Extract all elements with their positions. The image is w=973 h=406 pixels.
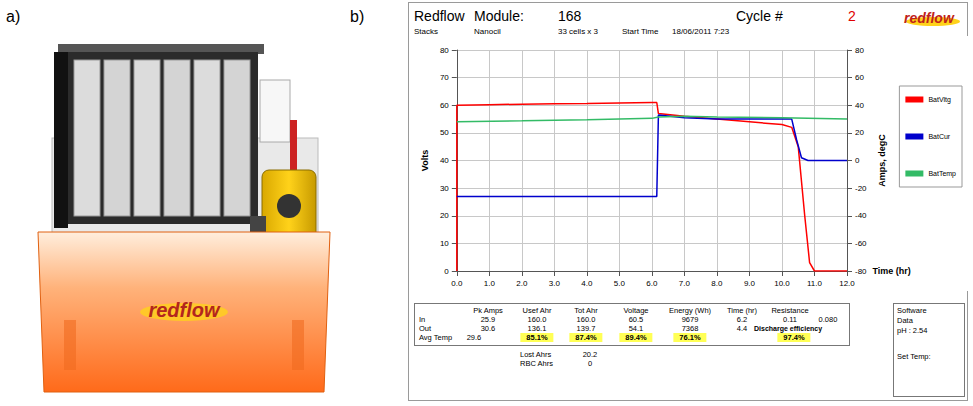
svg-text:6.0: 6.0: [646, 279, 658, 288]
html-text:89.4%: 89.4%: [625, 333, 647, 342]
html-text:Cycle #: Cycle #: [736, 8, 783, 24]
svg-text:40: 40: [440, 156, 449, 165]
svg-text:30: 30: [440, 184, 449, 193]
svg-text:80: 80: [440, 46, 449, 55]
html-text:33 cells x 3: 33 cells x 3: [558, 27, 598, 36]
html-text:60.5: 60.5: [628, 315, 644, 324]
svg-text:4.0: 4.0: [581, 279, 593, 288]
html-text:Module:: Module:: [474, 8, 524, 24]
html-text:0.080: 0.080: [818, 315, 838, 324]
html-text:4.4: 4.4: [736, 324, 748, 333]
svg-text:12.0: 12.0: [839, 279, 855, 288]
svg-text:7.0: 7.0: [679, 279, 691, 288]
html-text:139.7: 139.7: [576, 324, 596, 333]
html-text:29.6: 29.6: [466, 333, 482, 342]
svg-text:40: 40: [855, 101, 864, 110]
svg-text:8.0: 8.0: [711, 279, 723, 288]
html-text:76.1%: 76.1%: [679, 333, 701, 342]
html-text:168: 168: [558, 8, 582, 24]
html-text:Pk Amps: Pk Amps: [473, 306, 503, 315]
svg-text:70: 70: [440, 73, 449, 82]
svg-text:20: 20: [440, 211, 449, 220]
svg-text:-20: -20: [855, 184, 867, 193]
svg-text:60: 60: [855, 73, 864, 82]
svg-text:0: 0: [444, 267, 449, 276]
html-text:160.0: 160.0: [527, 315, 547, 324]
svg-text:-40: -40: [855, 211, 867, 220]
html-text:Redflow: Redflow: [414, 8, 465, 24]
svg-text:60: 60: [440, 101, 449, 110]
svg-text:BatVltg: BatVltg: [928, 96, 951, 104]
html-text:136.1: 136.1: [527, 324, 547, 333]
svg-text:9.0: 9.0: [744, 279, 756, 288]
html-text:Voltage: Voltage: [623, 306, 649, 315]
svg-text:10.0: 10.0: [774, 279, 790, 288]
html-text:0: 0: [587, 359, 593, 368]
svg-text:Volts: Volts: [420, 150, 430, 171]
html-text:85.1%: 85.1%: [526, 333, 548, 342]
html-text:7368: 7368: [681, 324, 699, 333]
svg-text:0.0: 0.0: [451, 279, 463, 288]
svg-text:Amps, degC: Amps, degC: [877, 134, 887, 187]
svg-text:1.0: 1.0: [484, 279, 496, 288]
svg-text:Time (hr): Time (hr): [872, 266, 910, 276]
html-text:Data: Data: [897, 316, 913, 325]
svg-text:BatTemp: BatTemp: [928, 170, 956, 178]
html-text:Stacks: Stacks: [414, 27, 438, 36]
html-text:9679: 9679: [681, 315, 699, 324]
html-text:18/06/2011 7:23: 18/06/2011 7:23: [672, 27, 730, 36]
html-text:Start Time: Start Time: [622, 27, 659, 36]
svg-text:80: 80: [855, 46, 864, 55]
svg-text:redflow: redflow: [148, 299, 221, 321]
html-text:a): a): [6, 8, 21, 25]
svg-text:-80: -80: [855, 267, 867, 276]
html-text:Discharge efficiency: Discharge efficiency: [754, 325, 823, 332]
html-text:Software: Software: [897, 306, 927, 315]
html-text:Usef Ahr: Usef Ahr: [522, 306, 552, 315]
html-text:In: In: [419, 315, 426, 324]
svg-text:10: 10: [440, 239, 449, 248]
html-text:30.6: 30.6: [480, 324, 496, 333]
html-text:Avg Temp: Avg Temp: [419, 333, 453, 342]
svg-text:11.0: 11.0: [807, 279, 823, 288]
html-text:Energy (Wh): Energy (Wh): [669, 306, 711, 315]
html-text:Out: Out: [419, 324, 432, 333]
html-text:Resistance: Resistance: [771, 306, 809, 315]
html-text:Nanocil: Nanocil: [474, 27, 501, 36]
html-text:54.1: 54.1: [628, 324, 644, 333]
svg-text:5.0: 5.0: [614, 279, 626, 288]
html-text:160.0: 160.0: [576, 315, 596, 324]
svg-text:2.0: 2.0: [516, 279, 528, 288]
html-text:Time (hr): Time (hr): [726, 306, 758, 315]
html-text:Tot Ahr: Tot Ahr: [574, 306, 598, 315]
html-text:pH : 2.54: pH : 2.54: [897, 326, 928, 335]
html-text:20.2: 20.2: [582, 350, 598, 359]
svg-text:-60: -60: [855, 239, 867, 248]
html-text:25.9: 25.9: [480, 315, 496, 324]
svg-text:20: 20: [855, 128, 864, 137]
html-text:Lost Ahrs: Lost Ahrs: [520, 350, 552, 359]
svg-text:0: 0: [855, 156, 860, 165]
html-text:b): b): [350, 8, 365, 25]
svg-text:50: 50: [440, 128, 449, 137]
html-text:87.4%: 87.4%: [575, 333, 597, 342]
html-text:0.11: 0.11: [783, 315, 797, 324]
html-text:97.4%: 97.4%: [783, 333, 805, 342]
html-text:redflow: redflow: [904, 10, 954, 26]
html-text:6.2: 6.2: [736, 315, 748, 324]
html-text:2: 2: [848, 8, 856, 24]
svg-text:BatCur: BatCur: [928, 133, 950, 140]
html-text:RBC Ahrs: RBC Ahrs: [520, 359, 553, 368]
svg-text:3.0: 3.0: [549, 279, 561, 288]
html-text:Set Temp:: Set Temp:: [897, 352, 931, 361]
